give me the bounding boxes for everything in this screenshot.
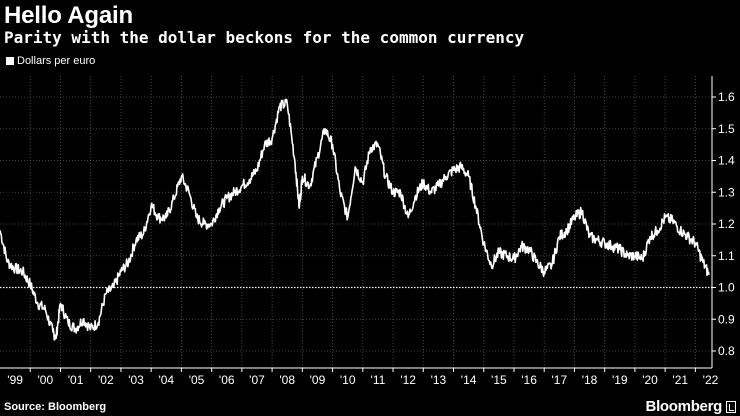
- x-tick-label: '11: [371, 373, 386, 387]
- x-tick-label: '02: [98, 373, 114, 387]
- x-tick-label: '05: [189, 373, 205, 387]
- source-note: Source: Bloomberg: [4, 401, 107, 413]
- x-tick-label: '04: [158, 373, 174, 387]
- x-tick-label: '10: [340, 373, 356, 387]
- legend-swatch: [6, 57, 14, 65]
- x-tick-label: '07: [249, 373, 265, 387]
- x-tick-label: '99: [7, 373, 23, 387]
- x-tick-label: '03: [128, 373, 144, 387]
- chart-logo-icon: [726, 400, 736, 413]
- x-tick-label: '09: [310, 373, 326, 387]
- legend: Dollars per euro: [6, 55, 95, 67]
- y-tick-label: 1.2: [718, 217, 735, 231]
- x-tick-label: '13: [431, 373, 447, 387]
- legend-label: Dollars per euro: [17, 55, 96, 67]
- x-tick-label: '15: [491, 373, 507, 387]
- x-tick-label: '00: [38, 373, 54, 387]
- x-tick-label: '19: [612, 373, 628, 387]
- x-tick-label: '22: [703, 373, 719, 387]
- x-tick-label: '18: [582, 373, 598, 387]
- x-tick-label: '08: [279, 373, 295, 387]
- chart-subtitle: Parity with the dollar beckons for the c…: [4, 28, 525, 47]
- y-tick-label: 1.6: [718, 90, 735, 104]
- x-tick-label: '17: [552, 373, 568, 387]
- y-tick-label: 1.1: [718, 249, 735, 263]
- y-tick-label: 1.0: [718, 281, 735, 295]
- x-tick-label: '16: [521, 373, 537, 387]
- y-tick-label: 1.3: [718, 185, 735, 199]
- chart-title: Hello Again: [4, 2, 133, 29]
- series-line-dollars-per-euro: [0, 98, 710, 341]
- brand-name: Bloomberg: [645, 398, 723, 415]
- x-tick-label: '12: [400, 373, 416, 387]
- y-tick-label: 1.4: [718, 154, 735, 168]
- y-tick-label: 0.8: [718, 344, 735, 358]
- x-tick-label: '20: [642, 373, 658, 387]
- x-tick-label: '01: [68, 373, 84, 387]
- x-tick-label: '21: [672, 373, 688, 387]
- brand: Bloomberg: [646, 398, 736, 415]
- x-tick-label: '14: [461, 373, 477, 387]
- y-tick-label: 0.9: [718, 312, 735, 326]
- y-tick-label: 1.5: [718, 122, 735, 136]
- x-tick-label: '06: [219, 373, 235, 387]
